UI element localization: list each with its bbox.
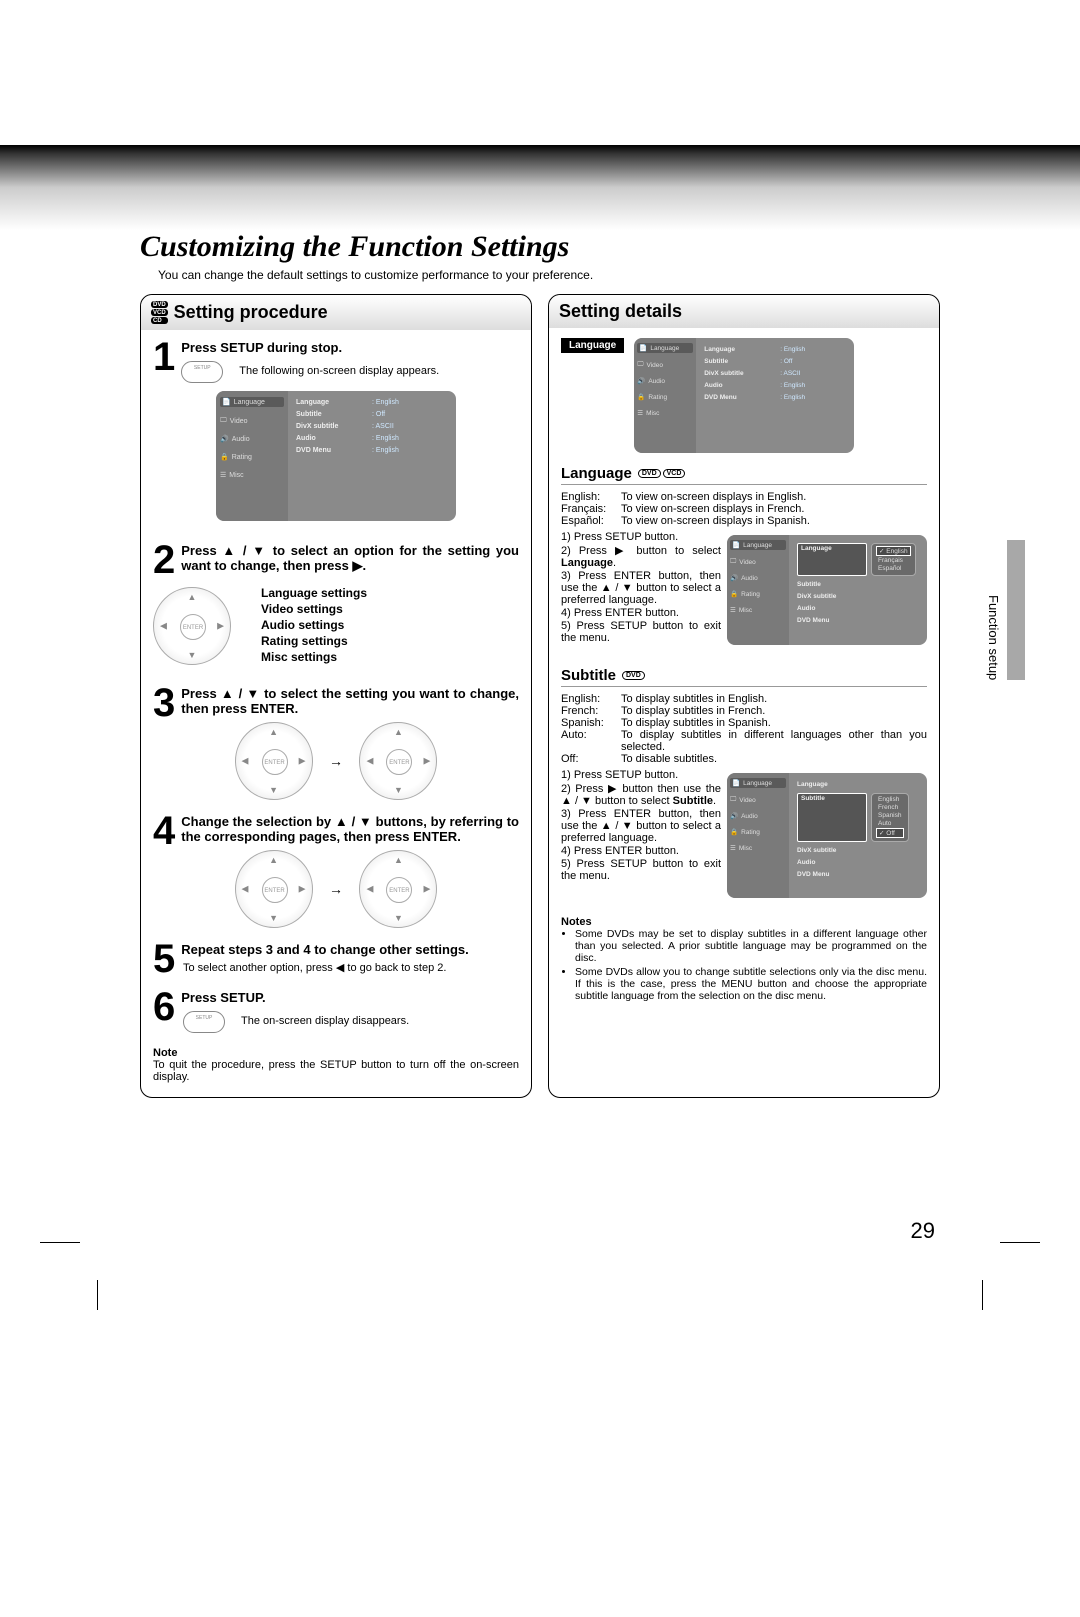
osd-screenshot: 📄 Language 🖵 Video 🔊 Audio 🔒 Rating ☰ Mi… — [216, 391, 456, 521]
language-subheading: Language DVDVCD — [561, 465, 927, 485]
note-label: Note — [153, 1047, 519, 1059]
side-gray-tab — [1007, 540, 1025, 680]
side-tab: Function setup — [986, 595, 1001, 680]
disc-badges: DVDVCDCD — [151, 301, 168, 324]
subtitle-desc: English:To display subtitles in English.… — [561, 693, 927, 765]
remote-dpad: ENTER ▲▼◀▶ — [359, 722, 437, 800]
page-subtitle: You can change the default settings to c… — [158, 268, 940, 282]
top-gradient — [0, 145, 1080, 230]
crop-mark — [982, 1280, 983, 1310]
notes-list: Some DVDs may be set to display subtitle… — [561, 928, 927, 1002]
crop-mark — [97, 1280, 98, 1310]
notes-label: Notes — [561, 916, 927, 928]
remote-dpad: ENTER ▲▼◀▶ — [153, 587, 231, 665]
page-number: 29 — [911, 1218, 935, 1244]
step-4: 4 Change the selection by ▲ / ▼ buttons,… — [153, 814, 519, 928]
arrow-icon: → — [329, 753, 343, 769]
language-desc: English:To view on-screen displays in En… — [561, 491, 927, 527]
step-6: 6 Press SETUP. The on-screen display dis… — [153, 990, 519, 1033]
setup-button-icon — [181, 361, 223, 383]
step-5: 5 Repeat steps 3 and 4 to change other s… — [153, 942, 519, 976]
step-1: 1 Press SETUP during stop. The following… — [153, 340, 519, 529]
setting-procedure-panel: DVDVCDCD Setting procedure 1 Press SETUP… — [140, 294, 532, 1098]
remote-dpad: ENTER ▲▼◀▶ — [235, 722, 313, 800]
note-text: To quit the procedure, press the SETUP b… — [153, 1059, 519, 1083]
crop-mark — [1000, 1242, 1040, 1243]
setting-details-heading: Setting details — [549, 295, 939, 328]
setting-details-panel: Setting details Language 📄 Language 🖵 Vi… — [548, 294, 940, 1098]
step-3: 3 Press ▲ / ▼ to select the setting you … — [153, 686, 519, 800]
osd-subtitle-select: 📄 Language 🖵 Video 🔊 Audio 🔒 Rating ☰ Mi… — [727, 773, 927, 898]
osd-language-select: 📄 Language 🖵 Video 🔊 Audio 🔒 Rating ☰ Mi… — [727, 535, 927, 645]
page-title: Customizing the Function Settings — [140, 230, 940, 264]
language-pill: Language — [561, 338, 624, 353]
osd-screenshot: 📄 Language 🖵 Video 🔊 Audio 🔒 Rating ☰ Mi… — [634, 338, 854, 453]
arrow-icon: → — [329, 881, 343, 897]
subtitle-subheading: Subtitle DVD — [561, 667, 927, 687]
settings-categories: Language settings Video settings Audio s… — [261, 586, 367, 666]
page-content: Customizing the Function Settings You ca… — [140, 230, 940, 1098]
remote-dpad: ENTER ▲▼◀▶ — [235, 850, 313, 928]
setup-button-icon — [183, 1011, 225, 1033]
step-2: 2 Press ▲ / ▼ to select an option for th… — [153, 543, 519, 672]
crop-mark — [40, 1242, 80, 1243]
setting-procedure-heading: DVDVCDCD Setting procedure — [141, 295, 531, 330]
remote-dpad: ENTER ▲▼◀▶ — [359, 850, 437, 928]
